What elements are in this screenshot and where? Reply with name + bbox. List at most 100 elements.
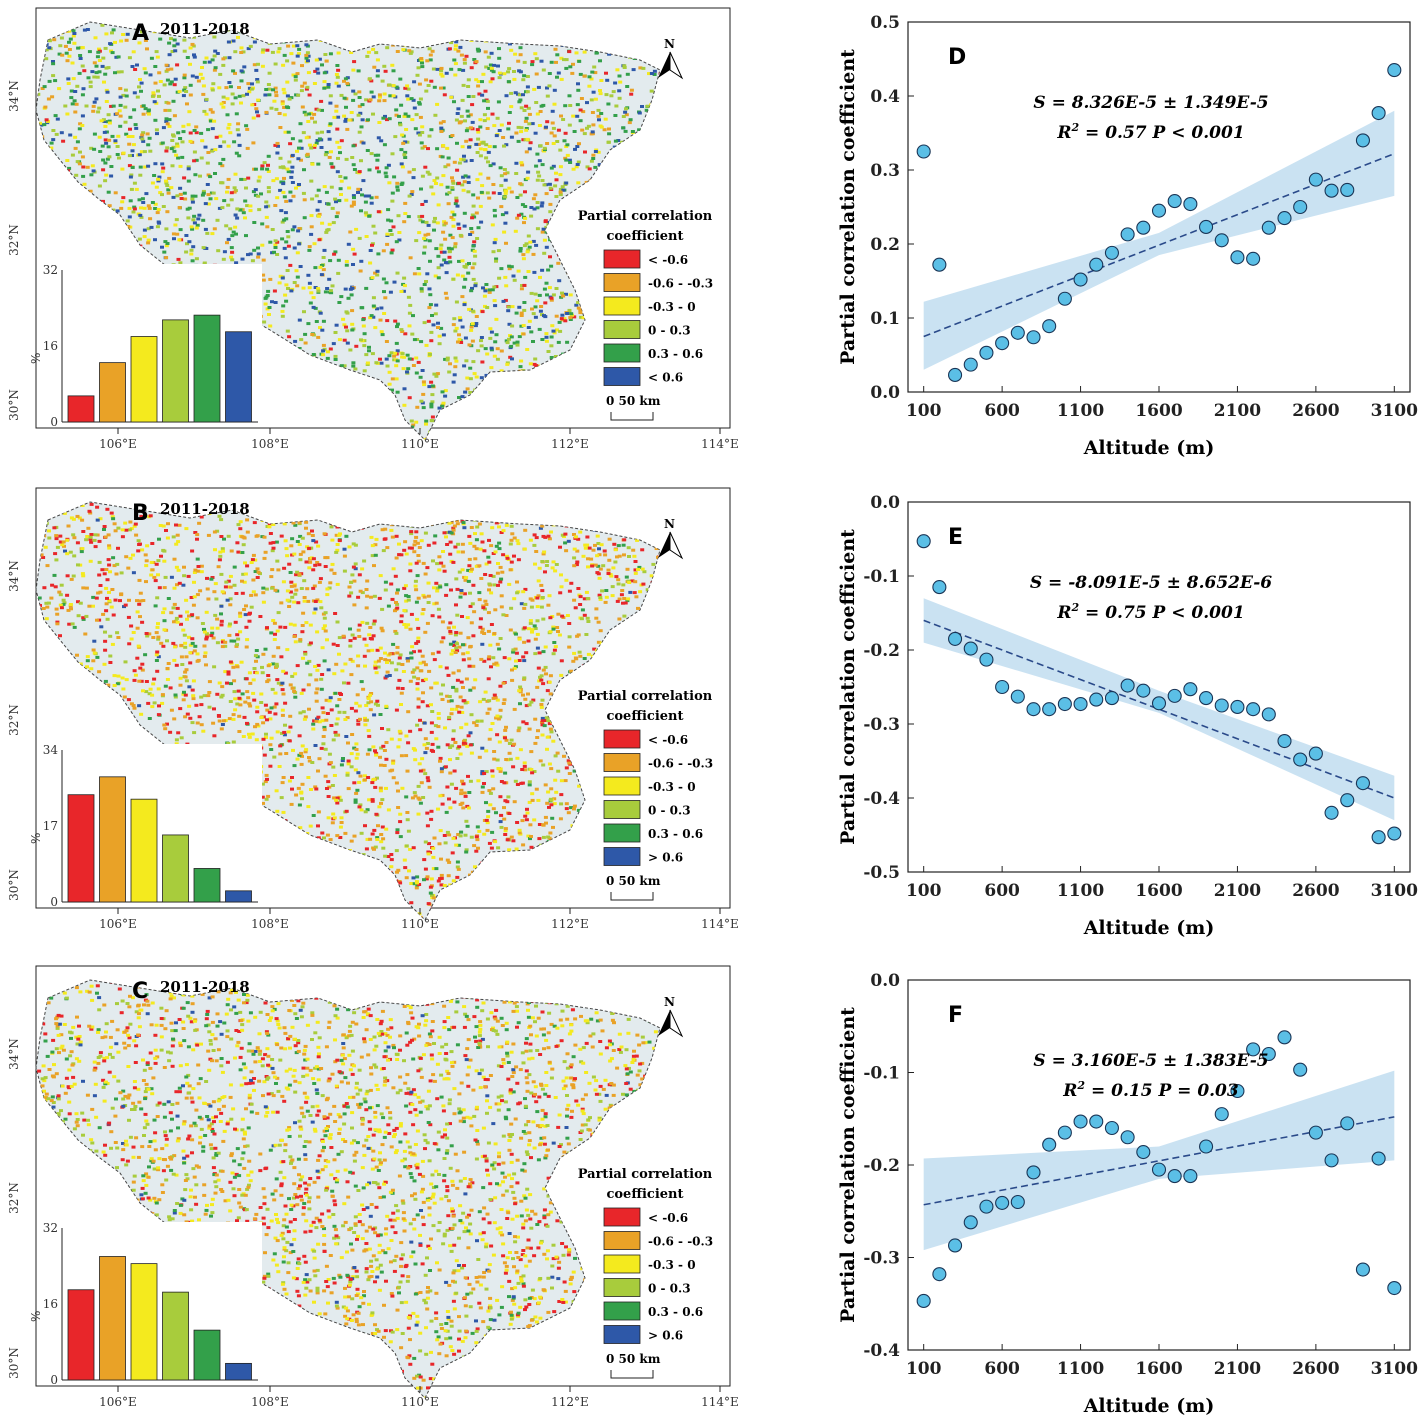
xtick-label: 3100 xyxy=(1371,881,1418,901)
legend-swatch xyxy=(604,321,640,339)
legend-swatch xyxy=(604,848,640,866)
ytick-label: -0.2 xyxy=(863,1156,900,1176)
data-point xyxy=(1388,1282,1401,1295)
data-point xyxy=(980,653,993,666)
lat-tick-label: 30°N xyxy=(7,389,21,421)
data-point xyxy=(1215,234,1228,247)
data-point xyxy=(1011,326,1024,339)
scale-bar-label: 0 50 km xyxy=(606,1352,661,1366)
xtick-label: 2100 xyxy=(1214,881,1261,901)
hist-bar xyxy=(131,799,157,902)
north-label: N xyxy=(664,517,675,531)
data-point xyxy=(1090,1115,1103,1128)
legend-label: > 0.6 xyxy=(648,1329,683,1343)
ytick-label: -0.4 xyxy=(863,1341,900,1361)
data-point xyxy=(1153,204,1166,217)
xtick-label: 100 xyxy=(906,1359,942,1379)
legend-swatch xyxy=(604,824,640,842)
north-label: N xyxy=(664,995,675,1009)
legend-label: -0.3 - 0 xyxy=(648,300,696,314)
hist-bar xyxy=(131,1264,157,1380)
data-point xyxy=(1121,1131,1134,1144)
data-point xyxy=(1200,692,1213,705)
xtick-label: 1100 xyxy=(1057,1359,1104,1379)
lon-tick-label: 108°E xyxy=(251,437,289,451)
data-point xyxy=(1278,1031,1291,1044)
hist-ytick-label: 0 xyxy=(50,415,58,429)
data-point xyxy=(949,1239,962,1252)
data-point xyxy=(1027,331,1040,344)
xtick-label: 1600 xyxy=(1135,401,1182,421)
data-point xyxy=(1325,806,1338,819)
ytick-label: -0.1 xyxy=(863,567,900,587)
xtick-label: 3100 xyxy=(1371,1359,1418,1379)
data-point xyxy=(1074,698,1087,711)
hist-bar xyxy=(100,1257,126,1381)
ytick-label: 0.0 xyxy=(870,493,900,513)
scale-bar-label: 0 50 km xyxy=(606,874,661,888)
hist-bar xyxy=(100,363,126,422)
ytick-label: 0.0 xyxy=(870,383,900,403)
legend-swatch xyxy=(604,754,640,772)
hist-ytick-label: 32 xyxy=(43,263,58,277)
legend-label: < -0.6 xyxy=(648,1211,688,1225)
legend-title-line2: coefficient xyxy=(606,1187,683,1202)
data-point xyxy=(1294,201,1307,214)
ytick-label: -0.3 xyxy=(863,1249,900,1269)
ytick-label: -0.5 xyxy=(863,863,900,883)
xtick-label: 2600 xyxy=(1292,401,1339,421)
data-point xyxy=(1153,1163,1166,1176)
data-point xyxy=(1090,693,1103,706)
data-point xyxy=(1043,1138,1056,1151)
legend-title: Partial correlation xyxy=(578,689,713,704)
data-point xyxy=(1011,690,1024,703)
data-point xyxy=(1215,699,1228,712)
data-point xyxy=(1184,683,1197,696)
xtick-label: 3100 xyxy=(1371,401,1418,421)
data-point xyxy=(980,1200,993,1213)
data-point xyxy=(1278,735,1291,748)
panel-letter: A xyxy=(132,21,149,46)
confidence-band xyxy=(924,111,1395,370)
data-point xyxy=(1356,1263,1369,1276)
xtick-label: 1100 xyxy=(1057,401,1104,421)
north-label: N xyxy=(664,37,675,51)
hist-ytick-label: 32 xyxy=(43,1221,58,1235)
data-point xyxy=(1137,1146,1150,1159)
hist-bar xyxy=(131,337,157,423)
lon-tick-label: 108°E xyxy=(251,1395,289,1409)
xtick-label: 600 xyxy=(984,1359,1020,1379)
hist-ylabel: % xyxy=(29,833,43,844)
data-point xyxy=(1309,1126,1322,1139)
legend-label: 0.3 - 0.6 xyxy=(648,827,703,841)
panel-letter: D xyxy=(948,45,966,70)
legend-swatch xyxy=(604,344,640,362)
data-point xyxy=(1341,794,1354,807)
lon-tick-label: 112°E xyxy=(551,1395,589,1409)
ytick-label: -0.3 xyxy=(863,715,900,735)
lon-tick-label: 110°E xyxy=(401,1395,439,1409)
data-point xyxy=(1027,703,1040,716)
data-point xyxy=(1388,827,1401,840)
data-point xyxy=(1294,753,1307,766)
data-point xyxy=(1388,64,1401,77)
hist-bar xyxy=(226,891,252,902)
hist-bar xyxy=(68,1290,94,1380)
ytick-label: 0.1 xyxy=(870,309,900,329)
data-point xyxy=(1184,1170,1197,1183)
data-point xyxy=(1168,689,1181,702)
data-point xyxy=(1341,183,1354,196)
data-point xyxy=(1215,1108,1228,1121)
legend-swatch xyxy=(604,368,640,386)
data-point xyxy=(1137,684,1150,697)
data-point xyxy=(1121,228,1134,241)
y-axis-label: Partial correlation coefficient xyxy=(837,1007,859,1323)
lon-tick-label: 110°E xyxy=(401,917,439,931)
hist-bar xyxy=(163,1292,189,1380)
data-point xyxy=(1137,221,1150,234)
